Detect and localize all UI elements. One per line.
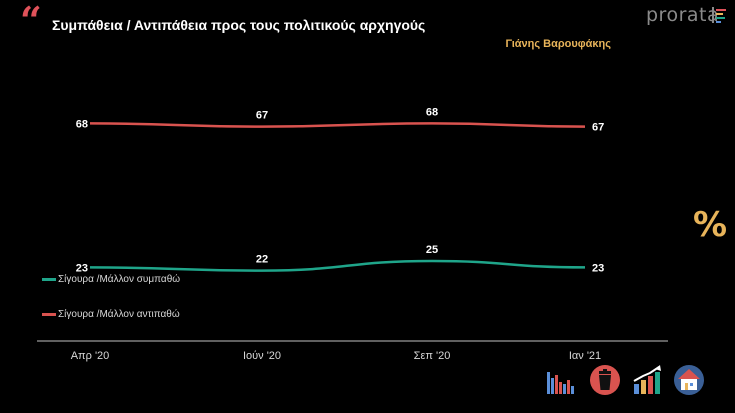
legend-label-sympathy: Σίγουρα /Μάλλον συμπαθώ xyxy=(58,274,181,285)
x-tick-label: Ιούν '20 xyxy=(243,350,281,362)
brand-logo: prorata xyxy=(646,4,720,26)
data-label: 23 xyxy=(592,262,604,274)
x-tick-label: Ιαν '21 xyxy=(569,350,601,362)
percent-icon: % xyxy=(693,205,728,245)
data-label: 67 xyxy=(256,110,268,122)
trend-chart-icon[interactable] xyxy=(631,364,663,396)
legend-item-sympathy: Σίγουρα /Μάλλον συμπαθώ xyxy=(42,274,180,285)
x-tick-label: Απρ '20 xyxy=(71,350,110,362)
data-label: 67 xyxy=(592,122,604,134)
trash-bin-icon[interactable] xyxy=(589,364,621,396)
legend-swatch-sympathy xyxy=(42,278,56,281)
leader-name: Γιάνης Βαρουφάκης xyxy=(505,38,611,50)
series-line-0 xyxy=(89,259,586,272)
legend-swatch-antipathy xyxy=(42,313,56,316)
bar-chart-icon[interactable] xyxy=(545,364,577,396)
data-label: 22 xyxy=(256,254,268,266)
legend-label-antipathy: Σίγουρα /Μάλλον αντιπαθώ xyxy=(58,309,180,320)
x-tick-label: Σεπ '20 xyxy=(414,350,451,362)
quote-mark-icon: “ xyxy=(20,0,42,43)
series-line-1 xyxy=(89,122,586,128)
brand-mark-icon xyxy=(712,7,726,23)
bottom-icon-bar xyxy=(545,364,710,400)
house-icon[interactable] xyxy=(673,364,705,396)
data-label: 68 xyxy=(76,118,88,130)
legend-item-antipathy: Σίγουρα /Μάλλον αντιπαθώ xyxy=(42,309,180,320)
data-label: 68 xyxy=(426,106,438,118)
data-label: 23 xyxy=(76,262,88,274)
chart-title: Συμπάθεια / Αντιπάθεια προς τους πολιτικ… xyxy=(52,17,426,33)
data-label: 25 xyxy=(426,244,438,256)
